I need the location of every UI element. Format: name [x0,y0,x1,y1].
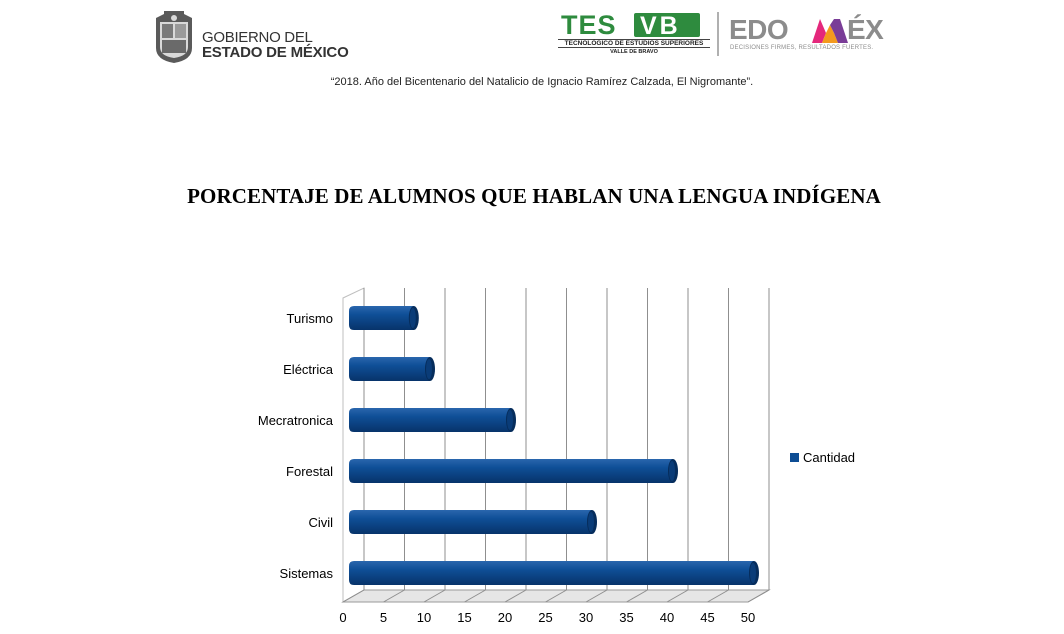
x-tick-label: 10 [417,610,431,625]
state-coat-of-arms-icon [156,11,192,63]
government-logo: GOBIERNO DEL ESTADO DE MÉXICO [152,10,362,64]
edomex-logo-right: ÉX [847,14,884,45]
y-category-label: Eléctrica [283,362,334,377]
bar [349,459,678,483]
bar-end-cap-inner [588,512,594,532]
tesvb-logo: TES VB TECNOLÓGICO DE ESTUDIOS SUPERIORE… [558,10,710,56]
bar [349,561,759,585]
floor-gridline [626,589,648,603]
bar-end-cap-inner [409,308,416,328]
y-category-label: Mecratronica [258,413,334,428]
bar [349,357,435,381]
edomex-tagline: DECISIONES FIRMES, RESULTADOS FUERTES. [730,45,874,51]
y-category-label: Civil [308,515,333,530]
floor-gridline [423,589,446,603]
edomex-m-mark-icon [812,19,848,43]
bar-end-cap-inner [426,359,432,379]
tesvb-subtitle: TECNOLÓGICO DE ESTUDIOS SUPERIORES [558,39,710,48]
bar-body [349,357,430,381]
floor-gridline [747,589,770,603]
bar-body [349,459,673,483]
header-divider [717,12,719,56]
bar [349,510,597,534]
bar-body [349,561,754,585]
x-tick-label: 35 [619,610,633,625]
floor-gridline [707,589,729,603]
legend-swatch [790,453,799,462]
bar-end-cap-inner [750,563,756,583]
tesvb-logo-box [634,13,700,37]
x-tick-label: 30 [579,610,593,625]
bar-body [349,408,511,432]
government-name-line1: GOBIERNO DEL [202,29,313,46]
legend-label: Cantidad [803,450,855,465]
floor-gridline [464,589,486,603]
chart-title: PORCENTAJE DE ALUMNOS QUE HABLAN UNA LEN… [187,184,881,208]
bar-end-cap-inner [669,461,675,481]
tesvb-logo-tes: TES [561,10,617,40]
floor-gridline [504,589,527,603]
edomex-logo: EDO ÉX DECISIONES FIRMES, RESULTADOS FUE… [729,14,899,54]
government-name-line2: ESTADO DE MÉXICO [202,44,349,61]
edomex-logo-left: EDO [729,14,789,45]
y-category-label: Forestal [286,464,333,479]
x-tick-label: 0 [339,610,346,625]
bar [349,408,516,432]
x-tick-label: 45 [700,610,714,625]
year-motto: “2018. Año del Bicentenario del Natalici… [330,76,754,88]
floor-gridline [666,589,689,603]
floor-gridline [342,589,365,603]
x-tick-label: 40 [660,610,674,625]
bar-end-cap-inner [507,410,513,430]
floor-gridline [585,589,608,603]
chart-left-wall [342,287,365,603]
tesvb-location: VALLE DE BRAVO [610,49,658,55]
floor-gridline [383,589,405,603]
bar-body [349,510,592,534]
x-tick-label: 50 [741,610,755,625]
y-category-label: Sistemas [280,566,334,581]
x-tick-label: 25 [538,610,552,625]
floor-gridline [545,589,567,603]
x-tick-label: 20 [498,610,512,625]
x-tick-label: 5 [380,610,387,625]
bar-body [349,306,414,330]
tesvb-logo-vb: VB [640,12,681,40]
y-category-label: Turismo [287,311,333,326]
bar [349,306,419,330]
x-tick-label: 15 [457,610,471,625]
